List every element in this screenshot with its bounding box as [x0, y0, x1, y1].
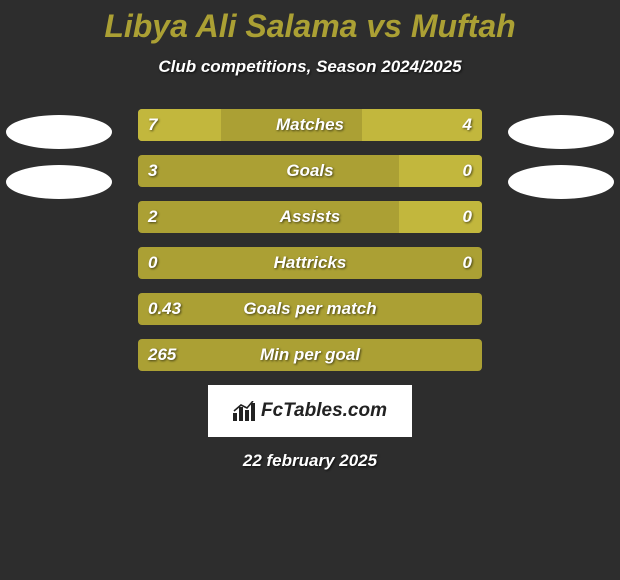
stat-label: Hattricks: [138, 247, 482, 279]
stat-label: Matches: [138, 109, 482, 141]
stat-row: 30Goals: [138, 155, 482, 187]
page-title: Libya Ali Salama vs Muftah: [0, 0, 620, 45]
stat-label: Goals: [138, 155, 482, 187]
date-label: 22 february 2025: [0, 451, 620, 471]
player1-photo-placeholder: [6, 165, 112, 199]
stat-bars: 74Matches 30Goals 20Assists 00Hattricks 0.43…: [138, 109, 482, 371]
subtitle: Club competitions, Season 2024/2025: [0, 57, 620, 77]
stat-row: 74Matches: [138, 109, 482, 141]
stat-row: 00Hattricks: [138, 247, 482, 279]
watermark: FcTables.com: [208, 385, 412, 437]
stat-row: 265Min per goal: [138, 339, 482, 371]
comparison-panel: 74Matches 30Goals 20Assists 00Hattricks 0.43…: [0, 109, 620, 471]
stat-row: 20Assists: [138, 201, 482, 233]
player1-photo-placeholder: [6, 115, 112, 149]
player2-photo-placeholder: [508, 165, 614, 199]
stat-label: Min per goal: [138, 339, 482, 371]
chart-bars-icon: [233, 401, 259, 421]
stat-row: 0.43Goals per match: [138, 293, 482, 325]
stat-label: Goals per match: [138, 293, 482, 325]
watermark-text: FcTables.com: [261, 400, 387, 422]
player2-photo-placeholder: [508, 115, 614, 149]
stat-label: Assists: [138, 201, 482, 233]
